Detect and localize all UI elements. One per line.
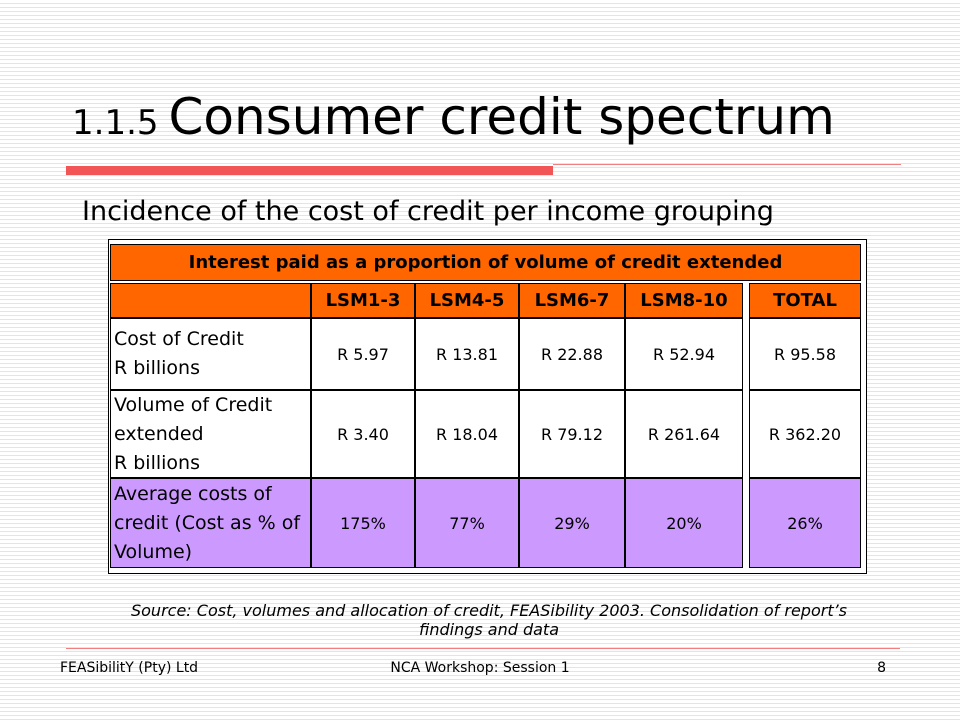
column-header: LSM8-10	[625, 283, 743, 318]
table-cell: R 5.97	[311, 318, 415, 390]
title-text: Consumer credit spectrum	[168, 88, 835, 146]
table-cell: R 13.81	[415, 318, 519, 390]
row-label: Cost of Credit R billions	[110, 318, 311, 390]
title-number: 1.1.5	[72, 103, 159, 143]
source-note: Source: Cost, volumes and allocation of …	[130, 601, 848, 639]
table-cell: 175%	[311, 478, 415, 568]
table-cell-total: R 362.20	[749, 390, 861, 478]
footer-company: FEASibilitY (Pty) Ltd	[60, 660, 199, 676]
table-cell: R 3.40	[311, 390, 415, 478]
column-header: LSM1-3	[311, 283, 415, 318]
table-cell: R 18.04	[415, 390, 519, 478]
table-cell-total: 26%	[749, 478, 861, 568]
table-caption: Interest paid as a proportion of volume …	[110, 244, 861, 281]
page-number: 8	[877, 660, 886, 676]
column-header-total: TOTAL	[749, 283, 861, 318]
header-corner	[110, 283, 311, 318]
table-cell: 20%	[625, 478, 743, 568]
row-label: Volume of Credit extended R billions	[110, 390, 311, 478]
table-cell: R 261.64	[625, 390, 743, 478]
footer-session: NCA Workshop: Session 1	[390, 660, 570, 676]
footer-rule	[66, 648, 900, 649]
title-underline	[66, 166, 553, 175]
column-header: LSM4-5	[415, 283, 519, 318]
slide-title: 1.1.5 Consumer credit spectrum	[72, 92, 835, 142]
table-cell: 29%	[519, 478, 625, 568]
table-cell-total: R 95.58	[749, 318, 861, 390]
table-cell: R 22.88	[519, 318, 625, 390]
column-header: LSM6-7	[519, 283, 625, 318]
table-cell: 77%	[415, 478, 519, 568]
row-label: Average costs of credit (Cost as % of Vo…	[110, 478, 311, 568]
table-cell: R 79.12	[519, 390, 625, 478]
slide-subtitle: Incidence of the cost of credit per inco…	[82, 196, 774, 227]
title-rule	[553, 164, 901, 165]
table-cell: R 52.94	[625, 318, 743, 390]
